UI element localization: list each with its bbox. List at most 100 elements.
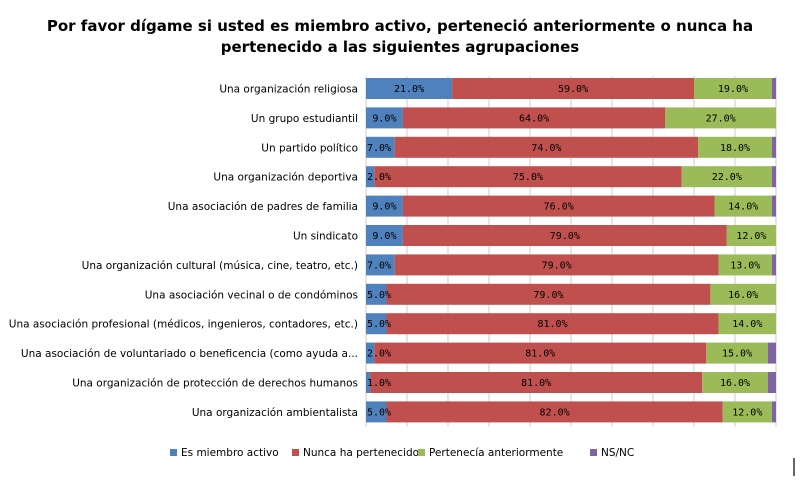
bar-0-8 bbox=[366, 313, 387, 335]
legend-swatch-2 bbox=[418, 449, 425, 456]
data-label-2-6: 13.0% bbox=[730, 260, 760, 271]
data-label-0-6: 7.0% bbox=[367, 260, 391, 271]
category-label-0: Una organización religiosa bbox=[219, 84, 358, 96]
gridlines bbox=[365, 76, 777, 427]
data-label-0-0: 21.0% bbox=[394, 84, 424, 95]
legend-label-0: Es miembro activo bbox=[181, 447, 279, 459]
data-label-0-4: 9.0% bbox=[372, 202, 396, 213]
legend-label-3: NS/NC bbox=[601, 447, 634, 459]
legend-label-1: Nunca ha pertenecido bbox=[303, 447, 419, 459]
bar-0-9 bbox=[366, 342, 375, 364]
data-label-0-7: 5.0% bbox=[367, 290, 391, 301]
bars bbox=[366, 78, 776, 423]
data-label-0-5: 9.0% bbox=[372, 231, 396, 242]
data-label-1-10: 81.0% bbox=[521, 378, 551, 389]
data-label-2-1: 27.0% bbox=[706, 113, 736, 124]
bar-0-6 bbox=[366, 254, 395, 276]
bar-3-3 bbox=[771, 166, 776, 188]
bar-1-10 bbox=[370, 372, 703, 393]
data-label-0-10: 1.0% bbox=[367, 378, 391, 389]
bar-0-2 bbox=[366, 136, 395, 158]
bar-3-4 bbox=[771, 195, 776, 217]
chart-title-line-2: pertenecido a las siguientes agrupacione… bbox=[221, 38, 580, 56]
category-label-7: Una asociación vecinal o de condóminos bbox=[145, 289, 358, 301]
legend-swatch-1 bbox=[292, 449, 299, 456]
bar-1-4 bbox=[402, 195, 715, 217]
data-label-1-2: 74.0% bbox=[531, 143, 561, 154]
bar-2-5 bbox=[726, 225, 776, 246]
category-label-5: Un sindicato bbox=[293, 231, 358, 243]
data-label-0-2: 7.0% bbox=[367, 143, 391, 154]
category-label-2: Un partido político bbox=[261, 142, 358, 154]
legend-swatch-3 bbox=[590, 449, 597, 456]
data-label-1-5: 79.0% bbox=[550, 231, 580, 242]
data-label-1-11: 82.0% bbox=[540, 407, 570, 418]
data-label-0-8: 5.0% bbox=[367, 319, 391, 330]
bar-0-0 bbox=[366, 78, 453, 99]
data-label-0-3: 2.0% bbox=[367, 172, 391, 183]
bar-0-11 bbox=[366, 401, 387, 423]
bar-0-4 bbox=[366, 195, 403, 217]
bar-2-7 bbox=[710, 283, 776, 305]
data-label-1-4: 76.0% bbox=[544, 202, 574, 213]
bar-2-9 bbox=[706, 342, 768, 364]
data-labels: 21.0% 59.0% 19.0% 9.0% 64.0% 27.0% 7.0% 74.0% 18… bbox=[367, 84, 766, 418]
category-label-10: Una organización de protección de derech… bbox=[72, 378, 358, 390]
category-label-3: Una organización deportiva bbox=[213, 172, 358, 184]
data-label-0-1: 9.0% bbox=[372, 113, 396, 124]
data-label-1-0: 59.0% bbox=[558, 84, 588, 95]
bar-0-7 bbox=[366, 283, 387, 305]
bar-1-3 bbox=[374, 166, 682, 188]
data-label-1-3: 75.0% bbox=[513, 172, 543, 183]
category-label-4: Una asociación de padres de familia bbox=[168, 201, 358, 213]
bar-2-8 bbox=[718, 313, 776, 335]
category-label-8: Una asociación profesional (médicos, ing… bbox=[9, 319, 358, 331]
category-label-9: Una asociación de voluntariado o benefic… bbox=[21, 348, 358, 360]
data-label-2-4: 14.0% bbox=[728, 202, 758, 213]
bar-2-6 bbox=[718, 254, 772, 276]
bar-1-2 bbox=[394, 136, 699, 158]
category-label-6: Una organización cultural (música, cine,… bbox=[82, 260, 358, 272]
bar-1-11 bbox=[386, 401, 723, 423]
data-label-2-9: 15.0% bbox=[722, 349, 752, 360]
data-label-2-8: 14.0% bbox=[732, 319, 762, 330]
data-label-2-2: 18.0% bbox=[720, 143, 750, 154]
bar-1-9 bbox=[374, 342, 707, 364]
bar-1-7 bbox=[386, 283, 711, 305]
bar-2-1 bbox=[665, 107, 776, 129]
bar-1-5 bbox=[402, 225, 727, 246]
data-label-2-7: 16.0% bbox=[728, 290, 758, 301]
bar-3-11 bbox=[771, 401, 776, 423]
data-label-1-6: 79.0% bbox=[542, 260, 572, 271]
data-label-2-5: 12.0% bbox=[736, 231, 766, 242]
bar-2-11 bbox=[722, 401, 772, 423]
bar-2-0 bbox=[694, 78, 772, 99]
category-label-1: Un grupo estudiantil bbox=[251, 113, 358, 125]
bar-2-2 bbox=[698, 136, 772, 158]
bar-3-2 bbox=[771, 136, 776, 158]
data-label-2-3: 22.0% bbox=[712, 172, 742, 183]
data-label-1-9: 81.0% bbox=[525, 349, 555, 360]
category-labels: Una organización religiosa Un grupo estud… bbox=[9, 84, 358, 419]
bar-2-3 bbox=[681, 166, 772, 188]
bar-2-10 bbox=[702, 372, 768, 393]
data-label-2-0: 19.0% bbox=[718, 84, 748, 95]
data-label-2-11: 12.0% bbox=[732, 407, 762, 418]
legend: Es miembro activo Nunca ha pertenecido Per… bbox=[170, 447, 634, 459]
legend-label-2: Pertenecía anteriormente bbox=[429, 447, 563, 459]
legend-swatch-0 bbox=[170, 449, 177, 456]
bar-0-1 bbox=[366, 107, 403, 129]
bar-2-4 bbox=[714, 195, 772, 217]
category-label-11: Una organización ambientalista bbox=[192, 407, 358, 419]
data-label-2-10: 16.0% bbox=[720, 378, 750, 389]
data-label-1-1: 64.0% bbox=[519, 113, 549, 124]
bar-3-9 bbox=[767, 342, 776, 364]
bar-1-6 bbox=[394, 254, 719, 276]
data-label-0-11: 5.0% bbox=[367, 407, 391, 418]
bar-1-8 bbox=[386, 313, 719, 335]
data-label-0-9: 2.0% bbox=[367, 349, 391, 360]
bar-1-1 bbox=[402, 107, 666, 129]
data-label-1-8: 81.0% bbox=[537, 319, 567, 330]
bar-0-3 bbox=[366, 166, 375, 188]
